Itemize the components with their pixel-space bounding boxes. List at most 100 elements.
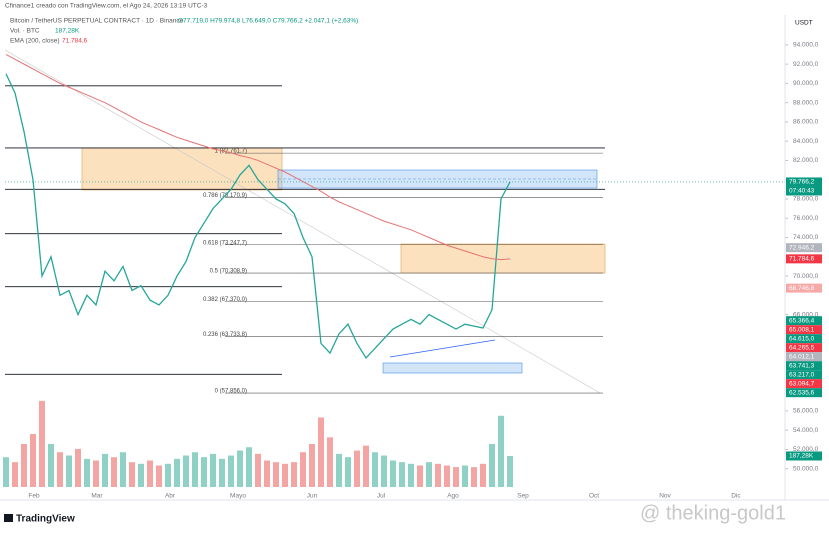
volume-bar xyxy=(435,463,441,487)
zone xyxy=(81,147,283,191)
volume-value: 187,28K xyxy=(55,28,80,35)
y-tick-label: 76.000,0 xyxy=(793,215,819,222)
volume-bar xyxy=(30,434,36,487)
fib-label: 0 (57.856,0) xyxy=(215,389,247,395)
ohlc: O77.719,0 H79.974,8 L76.649,0 C79.766,2 … xyxy=(178,18,358,25)
volume-bar xyxy=(372,452,378,487)
price-badge-label: 64.012,1 xyxy=(789,353,815,360)
volume-bar xyxy=(291,462,297,487)
price-badge xyxy=(786,316,822,326)
price-badge-label: 79.766,2 xyxy=(789,179,815,186)
y-tick-label: 74.000,0 xyxy=(793,234,819,241)
trend-line xyxy=(389,339,496,358)
fib-label: 0.382 (67.370,0) xyxy=(203,297,247,303)
volume-badge xyxy=(786,451,822,461)
volume-bar xyxy=(354,450,360,487)
volume-bar xyxy=(138,463,144,487)
logo: TradingView xyxy=(16,514,75,525)
countdown: 07:40:43 xyxy=(789,188,815,195)
y-tick-label: 66.000,0 xyxy=(793,311,819,318)
volume-bar xyxy=(264,460,270,487)
price-badge-label: 71.784,6 xyxy=(789,256,815,263)
volume-bar xyxy=(228,455,234,487)
fib-label: 0.5 (70.308,9) xyxy=(210,269,247,275)
volume-bar xyxy=(147,460,153,487)
volume-bar xyxy=(408,463,414,487)
volume-bar xyxy=(237,450,243,487)
fib-label: 1 (82.761,7) xyxy=(215,149,247,155)
volume-bar xyxy=(381,455,387,487)
volume-bar xyxy=(246,447,252,487)
volume-bar xyxy=(102,453,108,487)
price-badge-label: 65.366,4 xyxy=(789,317,815,324)
y-tick-label: 78.000,0 xyxy=(793,196,819,203)
fib-label: 0.618 (73.247,7) xyxy=(203,240,247,246)
volume-bar xyxy=(309,443,315,487)
volume-bar xyxy=(363,445,369,487)
volume-bar xyxy=(453,467,459,487)
volume-legend: Vol. · BTC xyxy=(10,28,40,35)
x-tick-label: Mar xyxy=(91,493,103,500)
price-badge-label: 62.535,6 xyxy=(789,389,815,396)
volume-bar xyxy=(426,462,432,487)
volume-bar xyxy=(12,462,18,487)
volume-bar xyxy=(282,463,288,487)
y-tick-label: 94.000,0 xyxy=(793,42,819,49)
volume-bar xyxy=(21,443,27,487)
volume-bar xyxy=(174,458,180,487)
volume-bar xyxy=(75,448,81,487)
volume-bar xyxy=(273,462,279,487)
y-tick-label: 88.000,0 xyxy=(793,99,819,106)
price-badge xyxy=(786,370,822,380)
logo-icon xyxy=(4,514,13,522)
fib-label: 0.236 (63.733,8) xyxy=(203,332,247,338)
volume-bar xyxy=(129,462,135,487)
volume-bar xyxy=(120,452,126,487)
price-badge xyxy=(786,177,822,187)
price-badge xyxy=(786,243,822,253)
y-tick-label: 90.000,0 xyxy=(793,80,819,87)
volume-bar xyxy=(489,443,495,487)
volume-bar xyxy=(3,457,9,487)
x-tick-label: Abr xyxy=(165,493,176,500)
y-tick-label: 70.000,0 xyxy=(793,273,819,280)
countdown-badge xyxy=(786,186,822,196)
volume-bar xyxy=(210,453,216,487)
price-badge-label: 65.008,1 xyxy=(789,326,815,333)
y-tick-label: 56.000,0 xyxy=(793,408,819,415)
x-tick-label: Jul xyxy=(377,493,386,500)
price-badge-label: 63.217,0 xyxy=(789,371,815,378)
volume-bar xyxy=(183,455,189,487)
plot-area: 1 (82.761,7)0.786 (78.170,9)0.618 (73.24… xyxy=(3,49,785,487)
price-badge-label: 68.746,8 xyxy=(789,285,815,292)
y-tick-label: 84.000,0 xyxy=(793,138,819,145)
zone xyxy=(382,362,523,374)
volume-bar xyxy=(111,457,117,487)
y-tick-label: 82.000,0 xyxy=(793,157,819,164)
y-tick-label: 54.000,0 xyxy=(793,427,819,434)
volume-bar xyxy=(219,458,225,487)
volume-bar xyxy=(471,467,477,487)
trend-line xyxy=(4,49,601,394)
price-badge xyxy=(786,254,822,264)
x-tick-label: Dic xyxy=(731,493,741,500)
volume-bar xyxy=(165,463,171,487)
volume-bar xyxy=(399,462,405,487)
volume-bar xyxy=(48,443,54,487)
volume-bar xyxy=(507,455,513,487)
price-badge xyxy=(786,334,822,344)
volume-bar xyxy=(480,463,486,487)
volume-bar xyxy=(444,465,450,487)
price-badge-label: 64.265,5 xyxy=(789,344,815,351)
price-badge-label: 63.741,3 xyxy=(789,362,815,369)
x-tick-label: Ago xyxy=(447,493,459,500)
volume-bar xyxy=(156,465,162,487)
volume-bar xyxy=(417,465,423,487)
y-tick-label: 92.000,0 xyxy=(793,61,819,68)
volume-bar xyxy=(318,417,324,487)
volume-bar xyxy=(66,455,72,487)
x-tick-label: Nov xyxy=(659,493,671,500)
price-badge xyxy=(786,343,822,353)
x-tick-label: Feb xyxy=(28,493,40,500)
